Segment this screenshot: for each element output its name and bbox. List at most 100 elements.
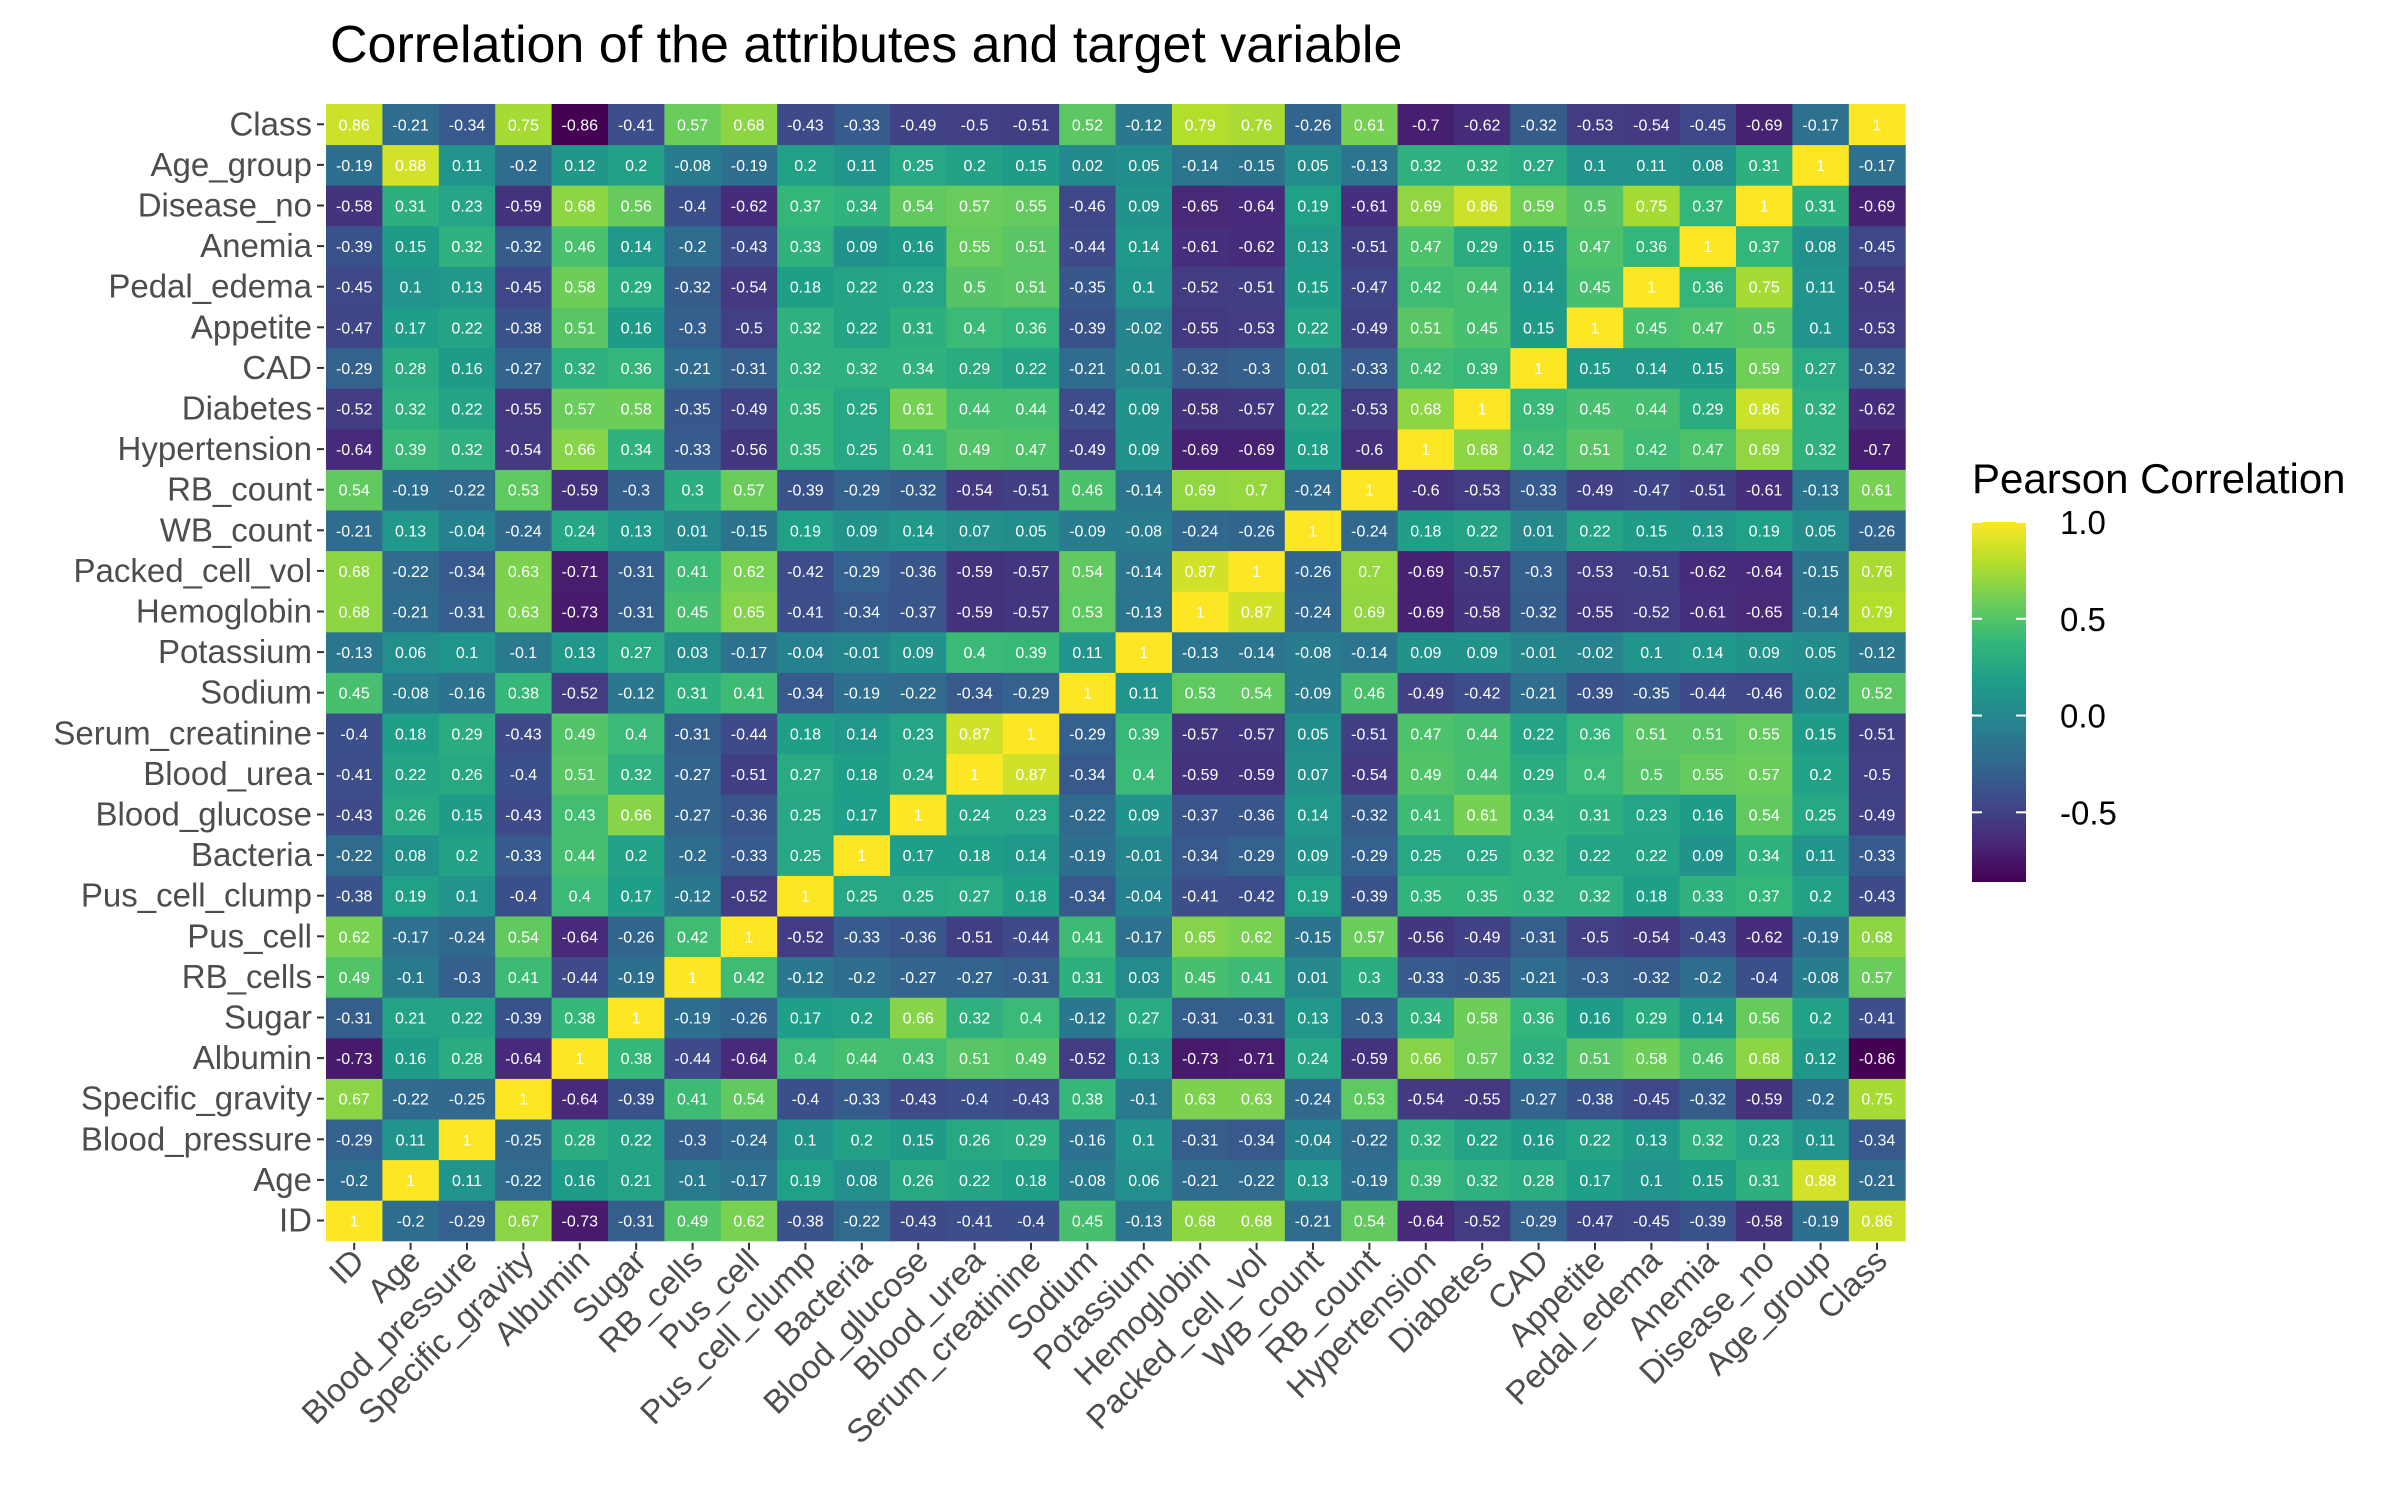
heatmap-cell: [1115, 469, 1173, 511]
heatmap-cell: [1510, 834, 1568, 876]
heatmap-cell: [1848, 144, 1906, 186]
heatmap-cell: [890, 469, 947, 511]
cell-value-label: -0.33: [844, 117, 881, 134]
cell-value-label: 0.54: [1072, 564, 1103, 581]
cell-value-label: 1: [1309, 523, 1318, 540]
heatmap-cell: [1566, 1200, 1624, 1242]
heatmap-cell: [890, 875, 947, 917]
heatmap-cell: [326, 956, 383, 998]
heatmap-cell: [664, 672, 722, 714]
heatmap-cell: [1623, 144, 1681, 186]
heatmap-cell: [720, 1037, 778, 1079]
heatmap-cell: [1397, 916, 1455, 958]
heatmap-cell: [1284, 266, 1342, 308]
heatmap-cell: [1679, 875, 1737, 917]
cell-value-label: -0.54: [1859, 280, 1896, 297]
heatmap-cell: [438, 307, 496, 349]
heatmap-cell: [1623, 834, 1681, 876]
heatmap-cell: [1228, 225, 1286, 267]
cell-value-label: 1: [1365, 483, 1374, 500]
heatmap-cell: [1228, 266, 1286, 308]
cell-value-label: -0.58: [1182, 402, 1219, 419]
cell-value-label: 0.11: [396, 1132, 426, 1149]
cell-value-label: 0.16: [1692, 808, 1723, 825]
heatmap-cell: [1623, 347, 1681, 389]
cell-value-label: 0.41: [508, 970, 539, 987]
cell-value-label: 0.4: [963, 320, 985, 337]
heatmap-cell: [326, 1200, 383, 1242]
heatmap-cell: [777, 794, 835, 836]
cell-value-label: 0.14: [1128, 239, 1159, 256]
cell-value-label: 0.86: [339, 117, 370, 134]
heatmap-cell: [664, 347, 722, 389]
heatmap-cell: [608, 1200, 665, 1242]
cell-value-label: 0.36: [1015, 320, 1046, 337]
cell-value-label: -0.42: [1069, 402, 1106, 419]
heatmap-cell: [1172, 713, 1229, 755]
heatmap-cell: [1172, 469, 1229, 511]
cell-value-label: 0.68: [1467, 442, 1498, 459]
heatmap-cell: [1284, 631, 1342, 673]
cell-value-label: 0.55: [1015, 199, 1046, 216]
heatmap-cell: [608, 1078, 665, 1120]
cell-value-label: -0.41: [787, 605, 824, 622]
heatmap-cell: [1059, 875, 1117, 917]
cell-value-label: 0.34: [903, 361, 934, 378]
heatmap-cell: [1002, 631, 1060, 673]
heatmap-cell: [1284, 834, 1342, 876]
cell-value-label: 0.32: [1523, 889, 1554, 906]
heatmap-cell: [495, 956, 553, 998]
heatmap-cell: [777, 1200, 835, 1242]
cell-value-label: -0.08: [1126, 523, 1163, 540]
heatmap-cell: [1736, 266, 1793, 308]
cell-value-label: -0.31: [731, 361, 768, 378]
cell-value-label: -0.38: [505, 320, 542, 337]
heatmap-cell: [1679, 672, 1737, 714]
cell-value-label: 0.32: [1805, 402, 1836, 419]
heatmap-cell: [720, 1078, 778, 1120]
heatmap-cell: [1115, 834, 1173, 876]
cell-value-label: 0.22: [1467, 1132, 1498, 1149]
heatmap-cell: [1228, 307, 1286, 349]
heatmap-cell: [890, 1078, 947, 1120]
cell-value-label: -0.19: [1802, 1214, 1839, 1231]
cell-value-label: 0.19: [790, 523, 821, 540]
cell-value-label: -0.41: [1859, 1011, 1896, 1028]
cell-value-label: 1: [745, 929, 754, 946]
heatmap-cell: [1848, 1119, 1906, 1161]
heatmap-cell: [720, 834, 778, 876]
heatmap-cell: [1172, 347, 1229, 389]
cell-value-label: 0.09: [1128, 402, 1159, 419]
heatmap-cell: [551, 997, 609, 1039]
cell-value-label: -0.35: [1633, 686, 1670, 703]
cell-value-label: -0.12: [618, 686, 655, 703]
cell-value-label: 0.51: [564, 320, 595, 337]
y-axis-tick-label: Albumin: [193, 1039, 312, 1076]
cell-value-label: -0.22: [392, 564, 429, 581]
cell-value-label: 0.22: [1297, 320, 1328, 337]
cell-value-label: -0.38: [336, 889, 373, 906]
heatmap-cell: [890, 510, 947, 552]
cell-value-label: 0.15: [1015, 158, 1046, 175]
heatmap-cell: [946, 672, 1004, 714]
cell-value-label: 0.54: [1354, 1214, 1385, 1231]
heatmap-cell: [1510, 225, 1568, 267]
heatmap-cell: [1228, 1159, 1286, 1201]
heatmap-cell: [1284, 104, 1342, 146]
cell-value-label: -0.51: [1690, 483, 1727, 500]
heatmap-cell: [946, 307, 1004, 349]
cell-value-label: 0.22: [1467, 523, 1498, 540]
heatmap-cell: [1454, 225, 1511, 267]
cell-value-label: 0.09: [903, 645, 934, 662]
heatmap-cell: [1397, 266, 1455, 308]
heatmap-cell: [1848, 225, 1906, 267]
heatmap-cell: [326, 1037, 383, 1079]
cell-value-label: -0.52: [1464, 1214, 1501, 1231]
cell-value-label: -0.43: [1690, 929, 1727, 946]
heatmap-cell: [664, 794, 722, 836]
cell-value-label: 0.22: [395, 767, 426, 784]
heatmap-cell: [720, 185, 778, 227]
cell-value-label: -0.69: [1182, 442, 1219, 459]
cell-value-label: 0.11: [452, 158, 482, 175]
heatmap-cell: [438, 1119, 496, 1161]
